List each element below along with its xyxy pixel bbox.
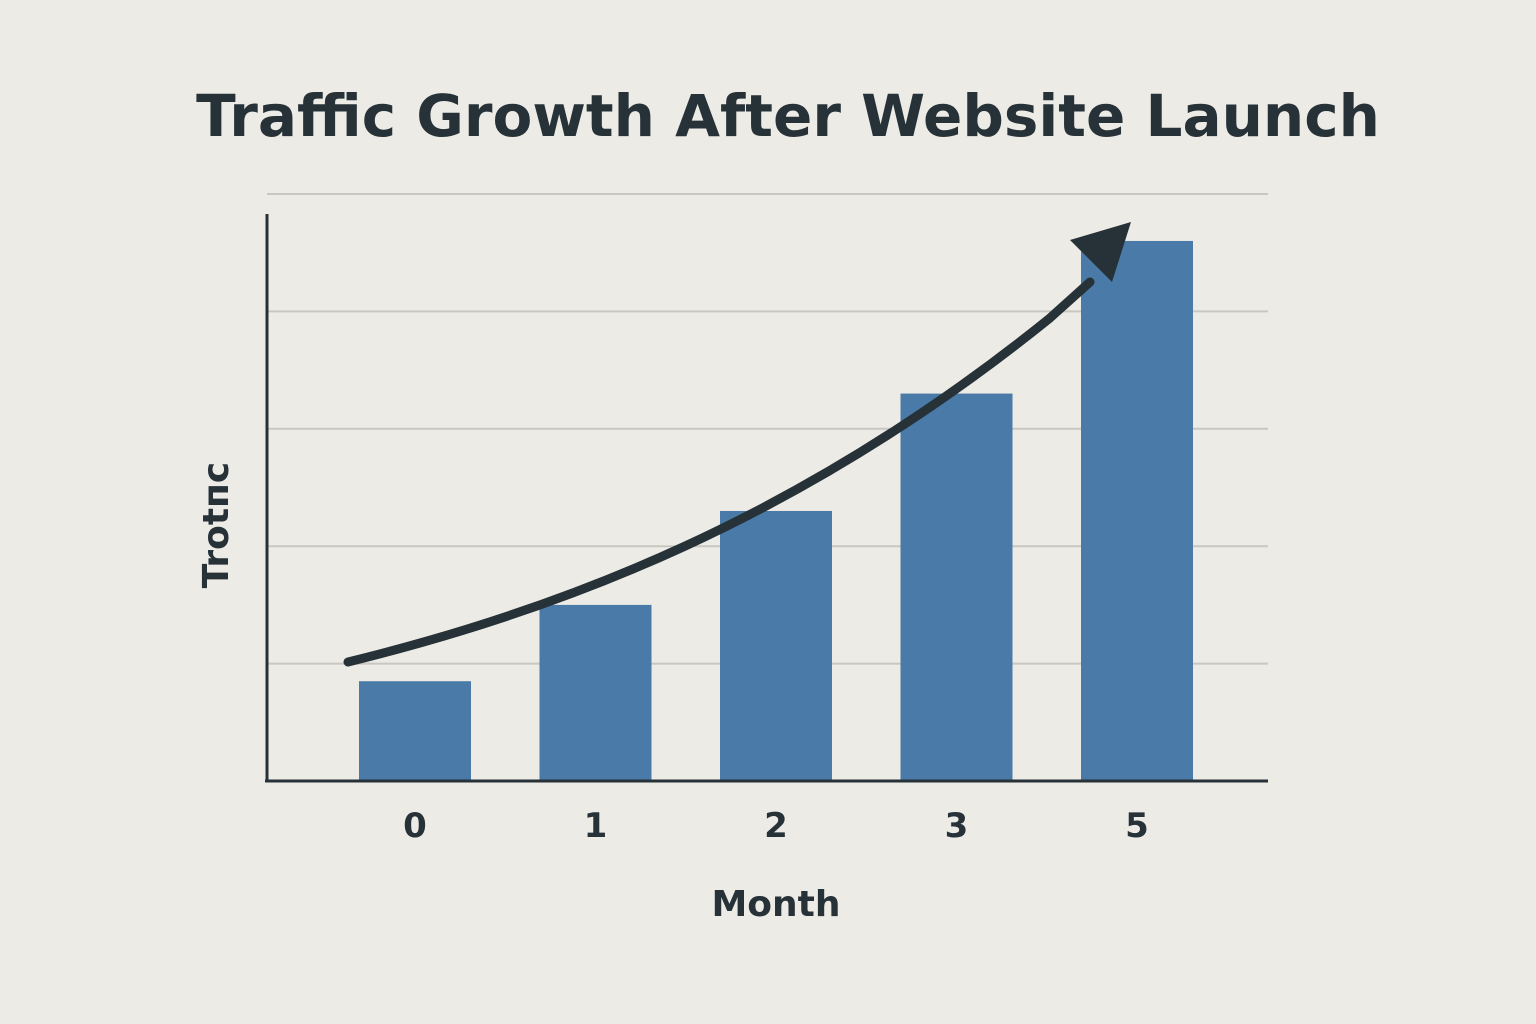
bar-month-5 [1081, 240, 1193, 781]
x-tick-label: 1 [584, 806, 608, 846]
bar-month-2 [720, 510, 832, 781]
bars-layer [359, 240, 1193, 781]
x-axis-label: Month [711, 884, 840, 925]
trend-arrow-head [1070, 222, 1131, 282]
chart-title: Traffic Growth After Website Launch [196, 82, 1380, 150]
y-axis-label: Trоtпc [196, 462, 237, 589]
x-tick-label: 3 [945, 806, 969, 846]
x-tick-label: 2 [764, 806, 788, 846]
bar-month-3 [900, 393, 1013, 781]
trend-arrow-line [343, 277, 1095, 667]
bar-month-0 [359, 681, 471, 781]
bar-month-1 [539, 604, 652, 781]
x-tick-labels: 0 1 2 3 5 [403, 806, 1149, 846]
x-tick-label: 0 [403, 806, 427, 846]
x-tick-label: 5 [1125, 806, 1149, 846]
